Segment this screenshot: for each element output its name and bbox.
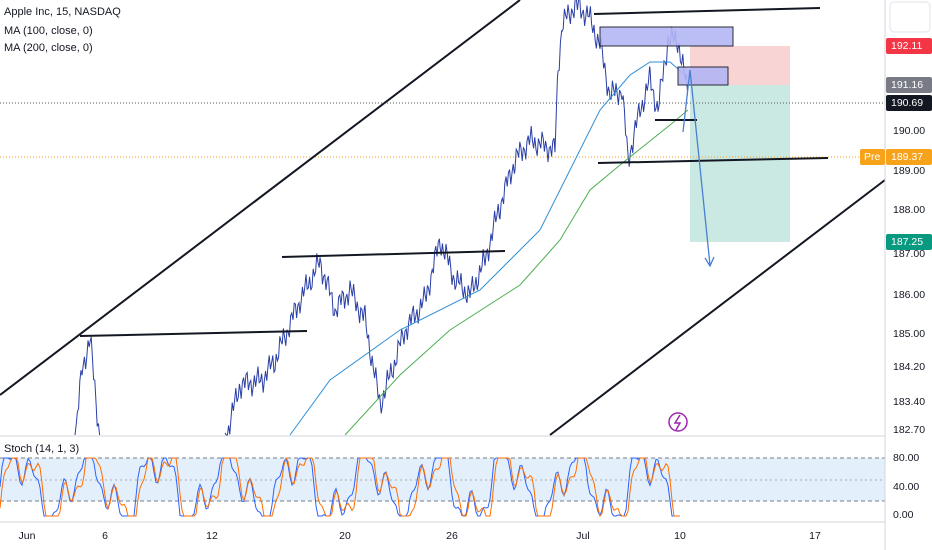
price-tick-label: 183.40	[893, 396, 925, 408]
price-tick-label: 190.00	[893, 125, 925, 137]
price-tick-label: 189.00	[893, 165, 925, 177]
ma100-line	[289, 61, 686, 436]
time-tick-label: 26	[446, 530, 458, 542]
price-badge-label: 192.11	[891, 40, 922, 52]
stoch-tick-label: 40.00	[893, 481, 919, 493]
time-tick-label: Jul	[576, 530, 589, 542]
price-tick-label: 188.00	[893, 204, 925, 216]
price-badge	[886, 77, 932, 93]
stoch-line	[0, 456, 680, 518]
stoch-pane	[0, 435, 885, 518]
price-tick-label: 186.00	[893, 289, 925, 301]
price-line	[74, 336, 101, 436]
price-badge-label: 191.16	[891, 79, 923, 91]
time-tick-label: Jun	[19, 530, 36, 542]
price-badge	[886, 38, 932, 54]
price-tick-label: 182.70	[893, 424, 925, 436]
stoch-tick-label: 0.00	[893, 509, 914, 521]
legend-stoch: Stoch (14, 1, 3)	[4, 443, 79, 455]
price-badge-label: 189.37	[891, 151, 923, 163]
price-badge	[886, 95, 932, 111]
legend-ma100: MA (100, close, 0)	[4, 25, 93, 37]
drawings	[0, 0, 886, 436]
ma200-line	[344, 109, 689, 436]
pre-tag-label: Pre	[864, 151, 881, 163]
time-tick-label: 20	[339, 530, 351, 542]
price-badge-label: 190.69	[891, 97, 923, 109]
price-tick-label: 185.00	[893, 328, 925, 340]
stoch-tick-label: 80.00	[893, 452, 919, 464]
time-tick-label: 6	[102, 530, 108, 542]
settings-button[interactable]	[889, 1, 931, 33]
legend-bg	[0, 0, 170, 56]
legend-ma200: MA (200, close, 0)	[4, 42, 93, 54]
price-line	[224, 0, 689, 436]
pre-tag	[860, 149, 885, 165]
time-tick-label: 12	[206, 530, 218, 542]
price-tick-label: 184.20	[893, 361, 925, 373]
main-pane	[0, 46, 885, 242]
target-zone	[690, 85, 790, 242]
legend-symbol: Apple Inc, 15, NASDAQ	[4, 6, 121, 18]
time-tick-label: 17	[809, 530, 821, 542]
price-badge-label: 187.25	[891, 236, 923, 248]
time-tick-label: 10	[674, 530, 686, 542]
price-badge	[886, 234, 932, 250]
price-tick-label: 187.00	[893, 248, 925, 260]
price-badge	[886, 149, 932, 165]
price-series	[74, 0, 689, 436]
